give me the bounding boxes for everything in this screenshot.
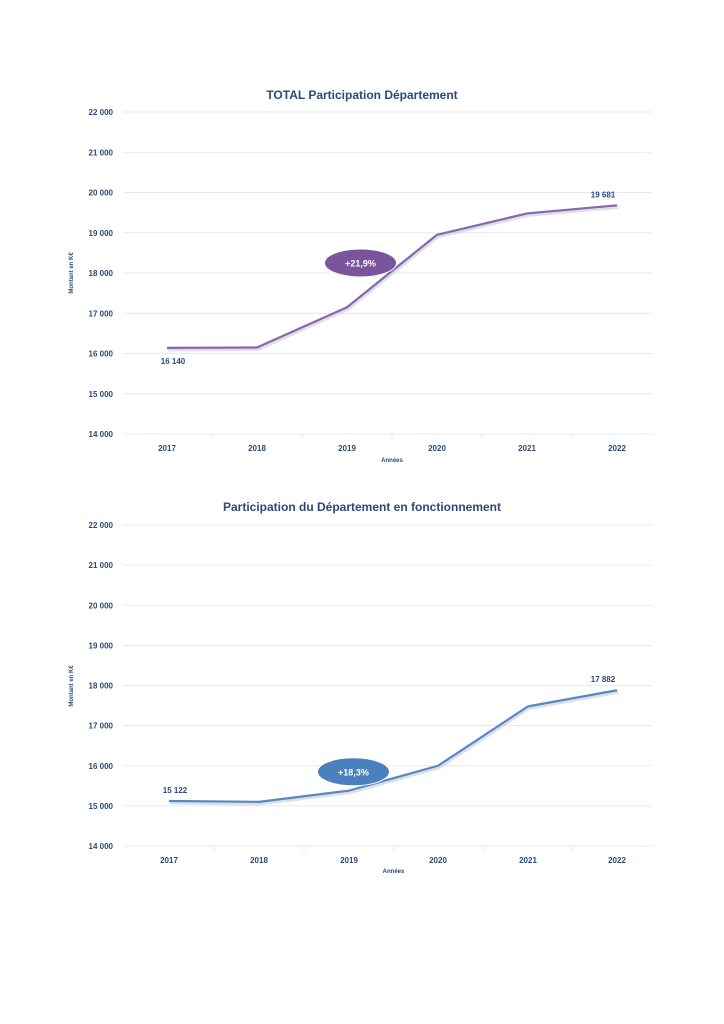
data-label: 16 140 (161, 357, 186, 366)
x-tick-label: 2022 (608, 444, 626, 453)
data-label: 19 681 (591, 190, 616, 199)
x-tick-label: 2018 (250, 856, 268, 865)
annotation-label: +18,3% (338, 767, 369, 777)
data-label: 15 122 (163, 786, 188, 795)
y-axis-label: Montant en K€ (69, 252, 75, 294)
x-tick-label: 2019 (340, 856, 358, 865)
y-tick-label: 20 000 (89, 601, 114, 610)
data-label: 17 882 (591, 675, 616, 684)
x-tick-label: 2020 (428, 444, 446, 453)
y-tick-label: 17 000 (89, 722, 114, 731)
y-tick-label: 15 000 (89, 390, 114, 399)
y-tick-label: 21 000 (89, 561, 114, 570)
y-tick-label: 14 000 (89, 842, 114, 851)
y-tick-label: 22 000 (89, 521, 114, 530)
annotation-label: +21,9% (345, 258, 376, 268)
y-tick-label: 17 000 (89, 309, 114, 318)
series-line-shadow (169, 690, 619, 806)
chart-fonctionnement: Participation du Département en fonction… (69, 500, 652, 875)
x-tick-label: 2017 (160, 856, 178, 865)
y-tick-label: 14 000 (89, 430, 114, 439)
chart-title: TOTAL Participation Département (266, 88, 458, 102)
y-axis-label: Montant en K€ (69, 665, 75, 707)
y-tick-label: 18 000 (89, 269, 114, 278)
y-tick-label: 19 000 (89, 229, 114, 238)
y-tick-label: 19 000 (89, 641, 114, 650)
y-tick-label: 16 000 (89, 762, 114, 771)
y-tick-label: 16 000 (89, 350, 114, 359)
x-tick-label: 2021 (518, 444, 536, 453)
x-axis-label: Années (381, 458, 403, 464)
annotation-badge (324, 248, 397, 278)
chart-canvas: 14 000 15 000 16 000 17 000 18 000 19 000 20 0… (69, 521, 652, 875)
x-tick-label: 2021 (519, 856, 537, 865)
x-tick-label: 2018 (248, 444, 266, 453)
x-tick-label: 2022 (608, 856, 626, 865)
y-tick-label: 22 000 (89, 108, 114, 117)
x-tick-label: 2019 (338, 444, 356, 453)
chart-total: TOTAL Participation Département 14 000 15… (0, 0, 724, 470)
annotation-badge (316, 757, 390, 787)
y-tick-label: 20 000 (89, 189, 114, 198)
chart-canvas: 14 000 15 000 16 000 17 000 18 000 19 000 20 0… (69, 108, 652, 464)
chart-title: Participation du Département en fonction… (222, 500, 502, 514)
x-axis-label: Années (383, 869, 405, 875)
series-line-shadow (167, 205, 619, 352)
y-tick-label: 21 000 (89, 148, 114, 157)
x-tick-label: 2017 (158, 444, 176, 453)
y-tick-label: 18 000 (89, 682, 114, 691)
series-line (166, 204, 618, 349)
x-tick-label: 2020 (429, 856, 447, 865)
series-line (168, 689, 618, 803)
y-tick-label: 15 000 (89, 802, 114, 811)
